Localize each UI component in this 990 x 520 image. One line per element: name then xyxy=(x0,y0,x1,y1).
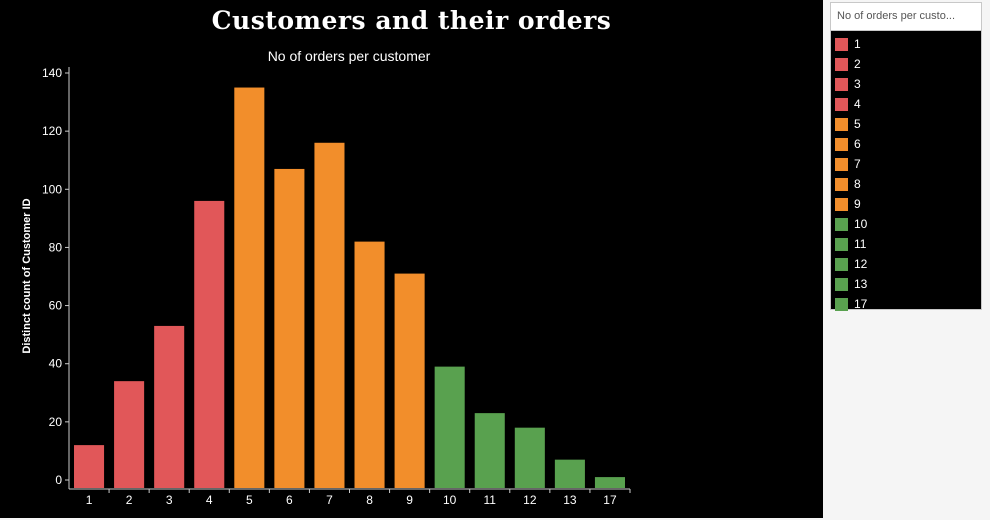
bars xyxy=(74,87,625,489)
x-tick-label: 4 xyxy=(206,493,213,507)
y-axis-label: Distinct count of Customer ID xyxy=(21,198,33,353)
legend-list: 1 2 3 4 5 6 7 8 9 10 11 12 13 17 xyxy=(831,31,981,314)
legend-label: 5 xyxy=(854,117,861,131)
legend-swatch xyxy=(835,277,848,291)
legend-swatch xyxy=(835,297,848,311)
legend-label: 9 xyxy=(854,197,861,211)
x-tick-label: 5 xyxy=(246,493,253,507)
bar-11[interactable] xyxy=(474,413,505,488)
legend-label: 11 xyxy=(854,237,867,251)
legend-swatch xyxy=(835,197,848,211)
legend-item[interactable]: 6 xyxy=(831,134,981,154)
legend-label: 6 xyxy=(854,137,861,151)
legend-swatch xyxy=(835,57,848,71)
bar-3[interactable] xyxy=(154,325,185,488)
legend-header[interactable]: No of orders per custo... xyxy=(831,3,981,31)
x-tick-label: 12 xyxy=(523,493,537,507)
bar-6[interactable] xyxy=(274,168,305,488)
bar-17[interactable] xyxy=(594,477,625,488)
y-axis-ticks: 0 20 40 60 80 100 120 140 xyxy=(42,66,69,487)
bar-4[interactable] xyxy=(194,200,225,488)
x-tick-label: 9 xyxy=(406,493,413,507)
x-tick-label: 1 xyxy=(86,493,93,507)
x-tick-label: 17 xyxy=(603,493,617,507)
legend-swatch xyxy=(835,97,848,111)
y-tick-label: 100 xyxy=(42,182,62,196)
y-tick-label: 60 xyxy=(49,299,63,313)
legend-label: 8 xyxy=(854,177,861,191)
y-tick-label: 40 xyxy=(49,357,63,371)
bar-10[interactable] xyxy=(434,366,465,488)
legend-item[interactable]: 5 xyxy=(831,114,981,134)
legend-item[interactable]: 17 xyxy=(831,294,981,314)
legend-swatch xyxy=(835,137,848,151)
x-tick-label: 7 xyxy=(326,493,333,507)
legend-item[interactable]: 4 xyxy=(831,94,981,114)
legend-item[interactable]: 9 xyxy=(831,194,981,214)
legend-item[interactable]: 1 xyxy=(831,34,981,54)
legend-item[interactable]: 2 xyxy=(831,54,981,74)
bar-1[interactable] xyxy=(74,445,105,488)
bar-12[interactable] xyxy=(514,427,545,488)
x-tick-label: 8 xyxy=(366,493,373,507)
x-tick-label: 13 xyxy=(563,493,577,507)
legend-label: 2 xyxy=(854,57,861,71)
legend-label: 4 xyxy=(854,97,861,111)
y-tick-label: 120 xyxy=(42,124,62,138)
y-tick-label: 20 xyxy=(49,415,63,429)
bar-2[interactable] xyxy=(114,381,145,488)
x-tick-label: 2 xyxy=(126,493,133,507)
legend-swatch xyxy=(835,117,848,131)
x-axis-ticks: 1 2 3 4 5 6 7 8 9 10 11 12 13 17 xyxy=(86,489,631,507)
legend-swatch xyxy=(835,257,848,271)
legend-label: 7 xyxy=(854,157,861,171)
legend-swatch xyxy=(835,37,848,51)
bar-5[interactable] xyxy=(234,87,265,489)
legend-swatch xyxy=(835,157,848,171)
legend-item[interactable]: 3 xyxy=(831,74,981,94)
y-tick-label: 0 xyxy=(55,473,62,487)
legend-swatch xyxy=(835,217,848,231)
bar-13[interactable] xyxy=(554,459,585,488)
legend-item[interactable]: 11 xyxy=(831,234,981,254)
legend-swatch xyxy=(835,237,848,251)
legend-item[interactable]: 13 xyxy=(831,274,981,294)
legend-swatch xyxy=(835,177,848,191)
bar-8[interactable] xyxy=(354,241,385,488)
legend-item[interactable]: 7 xyxy=(831,154,981,174)
legend-label: 10 xyxy=(854,217,868,231)
legend-label: 13 xyxy=(854,277,868,291)
legend-item[interactable]: 8 xyxy=(831,174,981,194)
color-legend: No of orders per custo... 1 2 3 4 5 6 7 8 9 10 11 1… xyxy=(830,2,982,311)
dashboard-title: Customers and their orders xyxy=(211,6,612,35)
bar-chart: No of orders per customer Distinct count… xyxy=(21,48,631,507)
x-tick-label: 10 xyxy=(443,493,457,507)
legend-item[interactable]: 12 xyxy=(831,254,981,274)
legend-swatch xyxy=(835,77,848,91)
x-tick-label: 11 xyxy=(484,493,497,507)
legend-label: 12 xyxy=(854,257,868,271)
chart-panel: Customers and their orders No of orders … xyxy=(0,0,823,518)
chart-title: No of orders per customer xyxy=(268,48,431,64)
legend-item[interactable]: 10 xyxy=(831,214,981,234)
bar-9[interactable] xyxy=(394,273,425,488)
legend-label: 1 xyxy=(854,37,861,51)
legend-label: 17 xyxy=(854,297,868,311)
y-tick-label: 140 xyxy=(42,66,62,80)
x-tick-label: 3 xyxy=(166,493,173,507)
x-tick-label: 6 xyxy=(286,493,293,507)
legend-label: 3 xyxy=(854,77,861,91)
bar-7[interactable] xyxy=(314,142,345,488)
y-tick-label: 80 xyxy=(49,240,63,254)
